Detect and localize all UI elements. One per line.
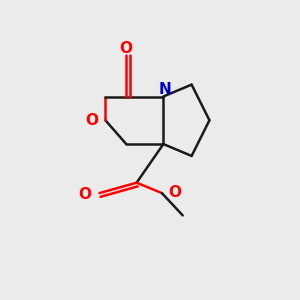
Text: O: O: [120, 41, 133, 56]
Text: N: N: [158, 82, 171, 98]
Text: O: O: [168, 185, 181, 200]
Text: O: O: [85, 113, 98, 128]
Text: O: O: [78, 187, 91, 202]
